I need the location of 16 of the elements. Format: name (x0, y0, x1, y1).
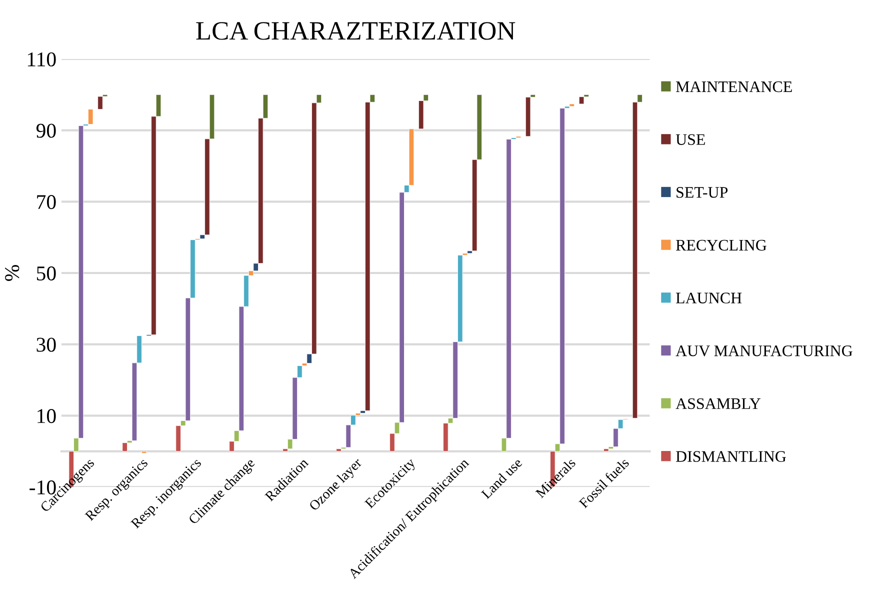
legend-label: USE (676, 134, 705, 145)
y-tick-label: 110 (28, 52, 56, 66)
y-tick-label: 10 (38, 409, 56, 424)
y-tick-label: 30 (36, 338, 56, 352)
legend-label: RECYCLING (676, 240, 766, 251)
chart-title: LCA CHARAZTERIZATION (196, 22, 516, 40)
y-tick-label: 70 (37, 195, 56, 210)
legend-label: MAINTENANCE (676, 81, 792, 92)
legend-label: ASSAMBLY (676, 398, 761, 410)
legend-label: SET-UP (676, 187, 728, 198)
legend-label: DISMANTLING (676, 451, 786, 462)
legend-label: LAUNCH (676, 292, 742, 304)
y-tick-label: 90 (36, 124, 56, 138)
legend-label: AUV MANUFACTURING (676, 346, 852, 356)
y-axis-title: % (5, 265, 20, 281)
y-tick-label: 50 (36, 266, 56, 280)
